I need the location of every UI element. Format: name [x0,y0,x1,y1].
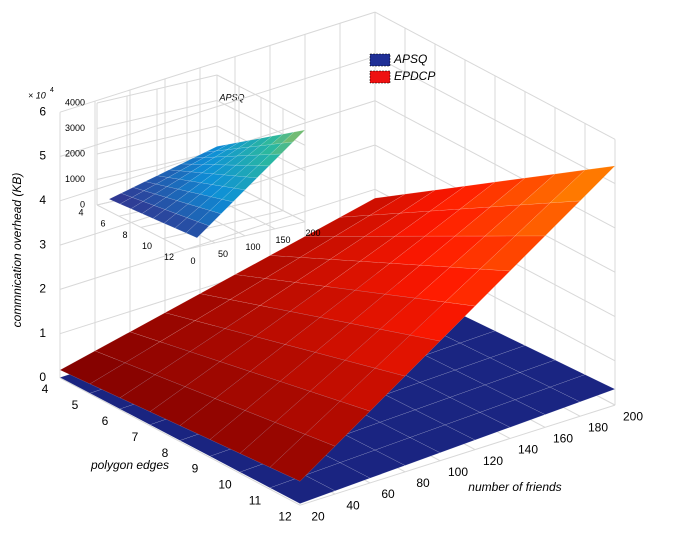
y-tick-label: 60 [381,487,395,501]
grid-line [96,125,218,155]
x-tick-label: 11 [249,493,262,507]
z-tick-label: 3000 [65,123,85,133]
y-tick-label: 40 [346,498,360,512]
x-tick-label: 12 [164,252,174,262]
grid-line [59,11,376,113]
z-tick-label: 2 [39,282,46,296]
legend-swatch [369,70,391,84]
y-tick-label: 180 [588,420,608,434]
surface-cell [281,129,306,144]
x-tick-label: 12 [278,509,292,523]
legend-swatch [369,53,391,67]
y-tick-label: 80 [416,476,430,490]
surface-cell [374,437,441,466]
y-tick-label: 160 [553,432,573,446]
z-tick-label: 2000 [65,148,85,158]
z-tick-label: 3 [39,237,46,251]
x-tick-label: 8 [122,230,127,240]
surface-cell [339,449,406,479]
legend-label: APSQ [393,52,427,66]
y-tick-label: 120 [483,454,503,468]
y-axis-label: number of friends [468,480,561,494]
z-tick-label: 1000 [65,174,85,184]
y-tick-label: 100 [245,242,260,252]
grid-line [96,74,218,104]
z-multiplier: × 10 [28,90,46,100]
surface-cell [185,221,210,239]
grid-line [374,100,616,229]
grid-line [96,100,218,129]
z-tick-label: 6 [39,104,46,118]
inset-title: APSQ [218,92,244,102]
surface-cell [269,141,294,155]
surface-cell [245,165,270,179]
z-tick-label: 5 [39,149,46,163]
x-axis-label: polygon edges [90,458,169,472]
x-tick-label: 5 [72,398,79,412]
legend-label: EPDCP [394,69,435,83]
grid-line [96,204,186,251]
grid-line [374,55,616,185]
x-tick-label: 4 [78,207,83,217]
grid-line [374,11,616,140]
z-axis-label: commnication overhead (KB) [10,173,24,328]
z-tick-label: 4 [39,193,46,207]
grid-line [59,377,301,506]
surface-cell [304,400,371,447]
y-tick-label: 100 [448,465,468,479]
grid-line [59,188,376,290]
z-tick-label: 0 [39,370,46,384]
z-tick-label: 4000 [65,97,85,107]
surface-cell [549,165,616,204]
x-tick-label: 6 [102,414,109,428]
surface-cell [269,474,336,504]
x-tick-label: 8 [162,446,169,460]
x-tick-label: 7 [132,430,139,444]
y-tick-label: 200 [305,228,320,238]
z-multiplier-exponent: 4 [50,87,54,94]
grid-line [216,74,306,121]
surface-cell [409,301,476,342]
x-tick-label: 6 [100,219,105,229]
z-tick-label: 0 [80,199,85,209]
x-tick-label: 10 [218,478,232,492]
y-tick-label: 0 [190,256,195,266]
grid-line [299,404,616,506]
surface-cell [444,412,511,441]
z-tick-label: 1 [39,326,46,340]
x-tick-label: 4 [42,382,49,396]
y-tick-label: 150 [275,235,290,245]
y-tick-label: 200 [623,409,643,423]
x-tick-label: 10 [142,241,152,251]
x-tick-label: 9 [192,462,199,476]
y-tick-label: 20 [311,509,325,523]
y-tick-label: 50 [218,249,228,259]
surface-cell [269,434,336,482]
surface-cell [257,153,282,167]
y-tick-label: 140 [518,443,538,457]
